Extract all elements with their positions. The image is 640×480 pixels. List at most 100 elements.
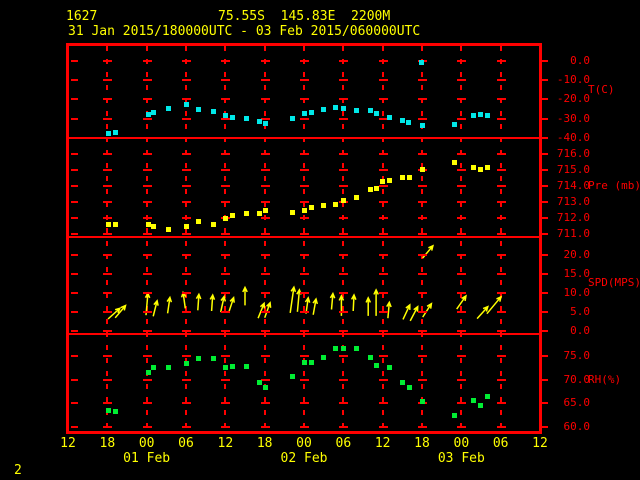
grid-cross bbox=[378, 402, 388, 405]
data-point-pressure bbox=[290, 209, 296, 215]
grid-cross bbox=[339, 329, 349, 332]
grid-cross bbox=[103, 291, 113, 294]
grid-cross bbox=[339, 98, 349, 101]
grid-cross bbox=[300, 117, 309, 120]
data-point-pressure bbox=[222, 215, 228, 221]
x-tick-label: 18 bbox=[414, 436, 430, 451]
grid-cross bbox=[182, 79, 191, 82]
y-axis-tick-right bbox=[541, 402, 548, 405]
data-point-temperature bbox=[353, 107, 359, 113]
x-tick-label: 12 bbox=[532, 436, 548, 451]
grid-cross bbox=[418, 232, 427, 235]
grid-cross bbox=[103, 153, 113, 156]
y-tick-label: -20.0 bbox=[556, 92, 590, 106]
data-point-pressure bbox=[309, 204, 315, 210]
grid-cross bbox=[300, 98, 309, 101]
y-tick-label: 711.0 bbox=[556, 226, 590, 240]
grid-cross bbox=[496, 232, 506, 235]
grid-cross bbox=[339, 79, 349, 82]
grid-cross bbox=[103, 201, 113, 204]
grid-cross bbox=[182, 169, 191, 172]
data-point-temperature bbox=[210, 108, 216, 114]
grid-cross bbox=[103, 402, 113, 405]
grid-cross bbox=[378, 310, 388, 313]
y-axis-tick-left bbox=[71, 310, 78, 313]
y-tick-label: 10.0 bbox=[563, 285, 591, 299]
grid-cross bbox=[182, 117, 191, 120]
grid-cross bbox=[300, 79, 309, 82]
data-point-pressure bbox=[321, 203, 326, 209]
grid-cross bbox=[221, 272, 231, 275]
grid-cross bbox=[378, 216, 388, 219]
grid-cross bbox=[260, 185, 270, 188]
grid-cross bbox=[260, 355, 270, 358]
grid-cross bbox=[221, 310, 231, 313]
grid-cross bbox=[182, 254, 191, 256]
data-point-relative_humidity bbox=[420, 399, 425, 405]
data-point-relative_humidity bbox=[477, 403, 483, 409]
grid-cross bbox=[418, 272, 427, 275]
y-tick-label: 715.0 bbox=[556, 163, 590, 177]
grid-cross bbox=[300, 254, 309, 256]
grid-cross bbox=[103, 232, 113, 235]
grid-cross bbox=[496, 185, 506, 188]
data-point-relative_humidity bbox=[353, 345, 359, 351]
grid-cross bbox=[103, 272, 113, 275]
y-axis-tick-right bbox=[541, 254, 548, 256]
grid-cross bbox=[457, 425, 467, 428]
data-point-pressure bbox=[105, 222, 111, 228]
y-tick-label: -10.0 bbox=[556, 73, 590, 87]
data-point-relative_humidity bbox=[166, 364, 172, 370]
grid-cross bbox=[142, 201, 152, 204]
wind-arrow bbox=[289, 285, 297, 314]
data-point-pressure bbox=[368, 187, 374, 193]
wind-arrow bbox=[373, 288, 379, 316]
grid-cross bbox=[300, 216, 309, 219]
plot-frame bbox=[66, 43, 542, 434]
y-tick-label: 15.0 bbox=[563, 266, 591, 280]
y-axis-tick-right bbox=[541, 355, 548, 358]
y-tick-label: 0.0 bbox=[570, 323, 590, 337]
grid-cross bbox=[378, 201, 388, 204]
y-tick-label: 5.0 bbox=[570, 304, 590, 318]
y-tick-label: 20.0 bbox=[563, 248, 591, 261]
data-point-relative_humidity bbox=[262, 384, 268, 390]
grid-cross bbox=[496, 254, 506, 256]
x-date-label: 01 Feb bbox=[123, 451, 171, 466]
grid-cross bbox=[260, 310, 270, 313]
y-axis-tick-left bbox=[71, 402, 78, 405]
grid-cross bbox=[378, 355, 388, 358]
grid-cross bbox=[142, 310, 152, 313]
grid-cross bbox=[339, 153, 349, 156]
y-axis-tick-right bbox=[541, 185, 548, 188]
grid-cross bbox=[221, 232, 231, 235]
grid-cross bbox=[103, 425, 113, 428]
data-point-relative_humidity bbox=[332, 345, 338, 351]
data-point-pressure bbox=[484, 165, 490, 171]
wind-arrow bbox=[329, 291, 336, 310]
grid-cross bbox=[457, 329, 467, 332]
y-axis-tick-right bbox=[541, 272, 548, 275]
grid-cross bbox=[221, 98, 231, 101]
data-point-relative_humidity bbox=[399, 380, 405, 386]
x-tick-label: 18 bbox=[99, 436, 116, 451]
x-tick-label: 06 bbox=[335, 436, 352, 451]
data-point-temperature bbox=[406, 119, 412, 125]
y-axis-tick-right bbox=[541, 169, 548, 172]
grid-cross bbox=[221, 291, 231, 294]
vertical-gridline bbox=[263, 46, 266, 431]
grid-cross bbox=[496, 402, 506, 405]
data-point-temperature bbox=[113, 130, 119, 136]
panel-divider bbox=[68, 333, 540, 335]
vertical-gridline bbox=[145, 46, 148, 431]
y-axis-tick-right bbox=[541, 137, 548, 139]
grid-cross bbox=[339, 169, 349, 172]
wind-arrow bbox=[219, 294, 227, 313]
grid-cross bbox=[260, 79, 270, 82]
grid-cross bbox=[300, 169, 309, 172]
grid-cross bbox=[418, 201, 427, 204]
grid-cross bbox=[182, 378, 191, 381]
data-point-temperature bbox=[332, 104, 338, 110]
grid-cross bbox=[496, 425, 506, 428]
